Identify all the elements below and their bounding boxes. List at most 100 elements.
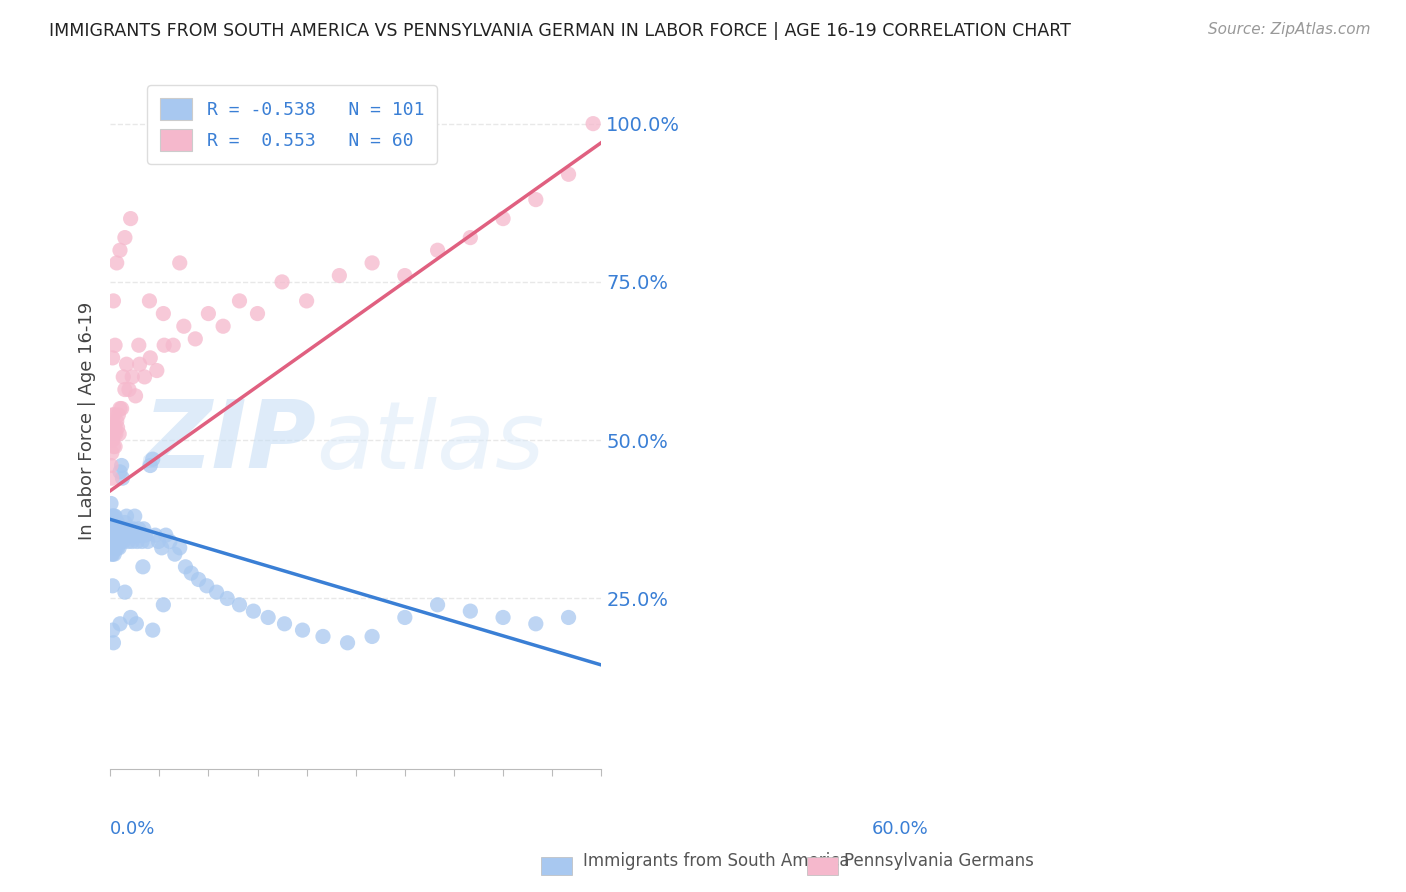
Point (103, 440, 125, 454)
Point (107, 516, 129, 530)
Point (107, 522, 129, 536)
Point (217, 591, 239, 606)
Point (115, 357, 138, 371)
Point (139, 458, 162, 473)
Point (103, 516, 125, 530)
Point (101, 528, 124, 542)
Point (110, 534, 132, 549)
Point (105, 534, 128, 549)
Point (139, 351, 162, 365)
Point (104, 440, 127, 454)
Point (169, 541, 191, 555)
Point (105, 414, 128, 428)
Point (136, 534, 159, 549)
Point (101, 509, 124, 524)
Point (169, 256, 191, 270)
Point (101, 522, 124, 536)
Point (114, 383, 136, 397)
Point (103, 636, 125, 650)
Text: Immigrants from South America: Immigrants from South America (583, 852, 851, 870)
Point (101, 408, 124, 422)
Point (107, 420, 129, 434)
Point (101, 534, 124, 549)
Point (163, 547, 186, 561)
Point (108, 426, 131, 441)
Point (122, 522, 145, 536)
Point (150, 541, 173, 555)
Point (312, 630, 335, 644)
Point (101, 433, 124, 447)
Point (108, 401, 131, 416)
Point (291, 623, 314, 637)
Point (114, 528, 136, 542)
Point (104, 338, 127, 352)
Point (152, 307, 174, 321)
Point (108, 244, 131, 258)
Text: IMMIGRANTS FROM SOUTH AMERICA VS PENNSYLVANIA GERMAN IN LABOR FORCE | AGE 16-19 : IMMIGRANTS FROM SOUTH AMERICA VS PENNSYL… (49, 22, 1071, 40)
Point (120, 211, 142, 226)
Point (128, 522, 150, 536)
Point (118, 528, 141, 542)
Point (104, 509, 127, 524)
Point (121, 534, 143, 549)
Point (101, 471, 124, 485)
Point (104, 541, 127, 555)
Point (336, 636, 359, 650)
Point (212, 319, 235, 334)
Point (103, 509, 125, 524)
Point (103, 522, 125, 536)
Point (103, 541, 125, 555)
Y-axis label: In Labor Force | Age 16-19: In Labor Force | Age 16-19 (79, 302, 96, 541)
Point (101, 446, 124, 460)
Point (125, 616, 148, 631)
Point (105, 522, 128, 536)
Point (117, 522, 139, 536)
Point (101, 547, 124, 561)
Point (107, 408, 129, 422)
Point (394, 268, 416, 283)
Point (273, 616, 295, 631)
Point (110, 401, 132, 416)
Point (492, 610, 515, 624)
Point (100, 496, 122, 510)
Text: 60.0%: 60.0% (872, 820, 929, 838)
Point (195, 579, 218, 593)
Point (582, 117, 605, 131)
Point (104, 516, 127, 530)
Point (103, 293, 125, 308)
Point (101, 579, 124, 593)
Point (557, 610, 579, 624)
Point (124, 389, 146, 403)
Point (104, 528, 127, 542)
Point (111, 471, 134, 485)
Text: 0.0%: 0.0% (110, 820, 156, 838)
Point (153, 338, 176, 352)
Point (104, 534, 127, 549)
Point (134, 370, 156, 384)
Point (107, 534, 129, 549)
Point (460, 604, 482, 618)
Point (120, 528, 142, 542)
Point (103, 522, 125, 536)
Point (110, 528, 132, 542)
Point (117, 534, 139, 549)
Point (101, 420, 124, 434)
Point (197, 307, 219, 321)
Point (132, 522, 155, 536)
Point (162, 338, 184, 352)
Point (557, 167, 579, 181)
Point (127, 534, 149, 549)
Point (108, 465, 131, 479)
Point (257, 610, 280, 624)
Point (492, 211, 515, 226)
Point (138, 293, 160, 308)
Point (271, 275, 294, 289)
Point (107, 541, 129, 555)
Point (114, 230, 136, 244)
Point (394, 610, 416, 624)
Point (118, 522, 141, 536)
Point (121, 370, 143, 384)
Point (159, 534, 181, 549)
Point (426, 598, 449, 612)
Point (180, 566, 202, 581)
